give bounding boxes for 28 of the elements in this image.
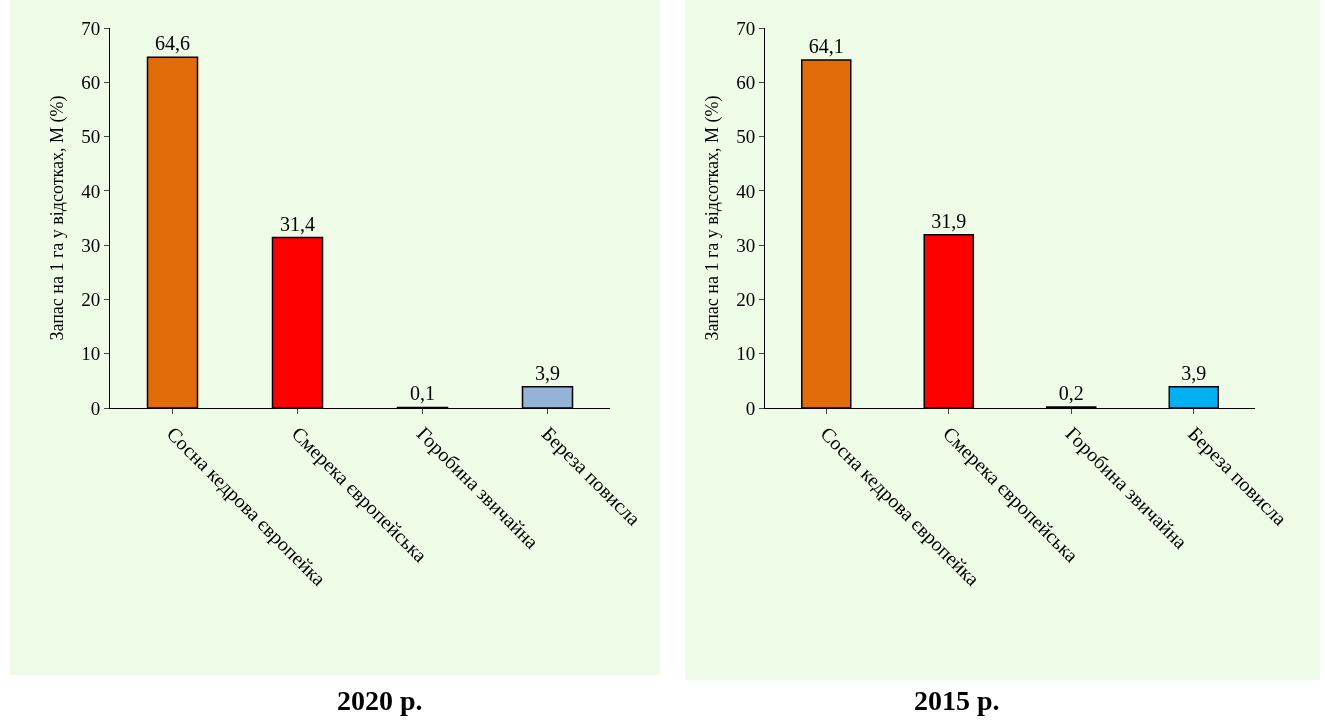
y-tick-label: 60 xyxy=(81,71,101,93)
y-tick-label: 0 xyxy=(90,397,101,419)
y-tick-label: 20 xyxy=(736,289,756,311)
y-tick-label: 50 xyxy=(81,126,101,148)
y-tick-label: 50 xyxy=(736,126,756,148)
y-tick-label: 30 xyxy=(81,234,101,256)
data-label: 31,9 xyxy=(931,209,967,232)
y-tick-label: 70 xyxy=(81,17,101,39)
data-label: 31,4 xyxy=(280,212,315,235)
y-tick-label: 70 xyxy=(736,17,756,39)
y-tick-label: 40 xyxy=(81,180,101,202)
y-tick-label: 60 xyxy=(736,71,756,93)
data-label: 0,2 xyxy=(1058,381,1084,404)
data-label: 3,9 xyxy=(535,361,560,384)
y-axis-title: Запас на 1 га у відсотках, М (%) xyxy=(702,95,724,341)
y-axis-title: Запас на 1 га у відсотках, М (%) xyxy=(47,95,69,341)
text: 2015 р. xyxy=(914,685,1000,716)
text: 2020 р. xyxy=(337,685,423,716)
y-tick-label: 10 xyxy=(81,343,101,365)
data-label: 64,1 xyxy=(808,35,844,58)
y-tick-label: 0 xyxy=(745,397,756,419)
y-tick-label: 10 xyxy=(736,343,756,365)
y-tick-label: 40 xyxy=(736,180,756,202)
data-label: 3,9 xyxy=(1181,361,1207,384)
y-tick-label: 30 xyxy=(736,234,756,256)
data-label: 0,1 xyxy=(410,382,435,405)
y-tick-label: 20 xyxy=(81,289,101,311)
data-label: 64,6 xyxy=(155,32,190,55)
